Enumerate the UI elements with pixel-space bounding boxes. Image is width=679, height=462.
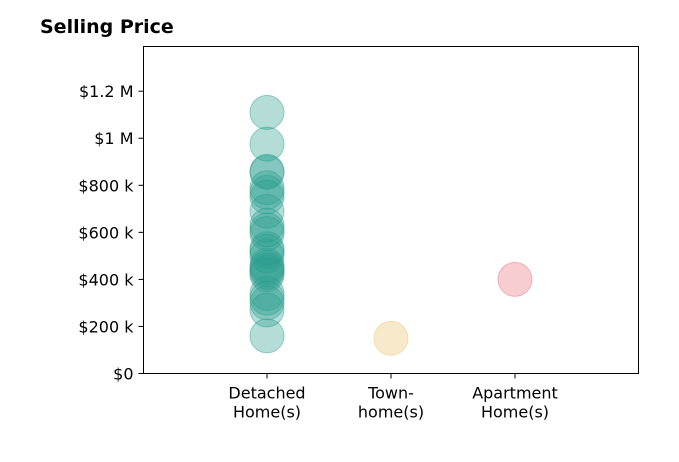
data-point — [249, 318, 285, 354]
y-tick-label: $1.2 M — [79, 82, 134, 101]
data-point — [249, 238, 285, 274]
data-point — [249, 193, 285, 229]
data-point — [249, 216, 285, 251]
data-point — [249, 94, 285, 130]
data-point — [249, 154, 285, 190]
chart-title: Selling Price — [40, 16, 174, 38]
data-point — [373, 320, 409, 356]
data-point — [249, 231, 285, 267]
x-tick-label-line: home(s) — [358, 403, 424, 422]
data-point — [249, 174, 285, 210]
y-tick-label: $800 k — [78, 176, 134, 195]
data-point — [249, 250, 285, 286]
x-tick-label-line: Home(s) — [233, 403, 301, 422]
x-axis: Detached Home(s)Town-home(s)Apartment Home… — [228, 373, 558, 422]
data-point — [249, 207, 285, 243]
data-point — [249, 233, 285, 269]
y-tick-label: $400 k — [78, 270, 134, 289]
x-tick-label-line: Apartment — [472, 384, 558, 403]
data-point — [249, 280, 285, 316]
y-tick-label: $600 k — [78, 223, 134, 242]
data-point — [249, 179, 285, 215]
data-point — [249, 285, 285, 321]
data-point — [249, 126, 285, 162]
data-point — [249, 153, 285, 189]
data-point — [249, 170, 285, 206]
y-axis: $0 $200 k $400 k $600 k $800 k $1 M $1.2 M — [78, 82, 144, 384]
data-point — [497, 261, 533, 297]
data-point — [249, 252, 285, 288]
data-point — [249, 292, 285, 328]
x-tick-label: Apartment Home(s) — [472, 384, 558, 422]
points-layer — [249, 94, 533, 356]
y-tick-label: $1 M — [94, 129, 133, 148]
data-point — [249, 247, 285, 283]
x-tick-label: Detached Home(s) — [228, 384, 305, 422]
x-tick-label-line: Home(s) — [481, 403, 549, 422]
x-tick-label: Town-home(s) — [358, 384, 424, 422]
x-tick-label-line: Detached — [228, 384, 305, 403]
data-point — [249, 254, 285, 290]
y-tick-label: $200 k — [78, 317, 134, 336]
data-point — [249, 212, 285, 248]
data-point — [249, 276, 285, 311]
x-tick-label-line: Town- — [367, 384, 414, 403]
data-point — [249, 257, 285, 293]
y-tick-label: $0 — [113, 365, 133, 384]
